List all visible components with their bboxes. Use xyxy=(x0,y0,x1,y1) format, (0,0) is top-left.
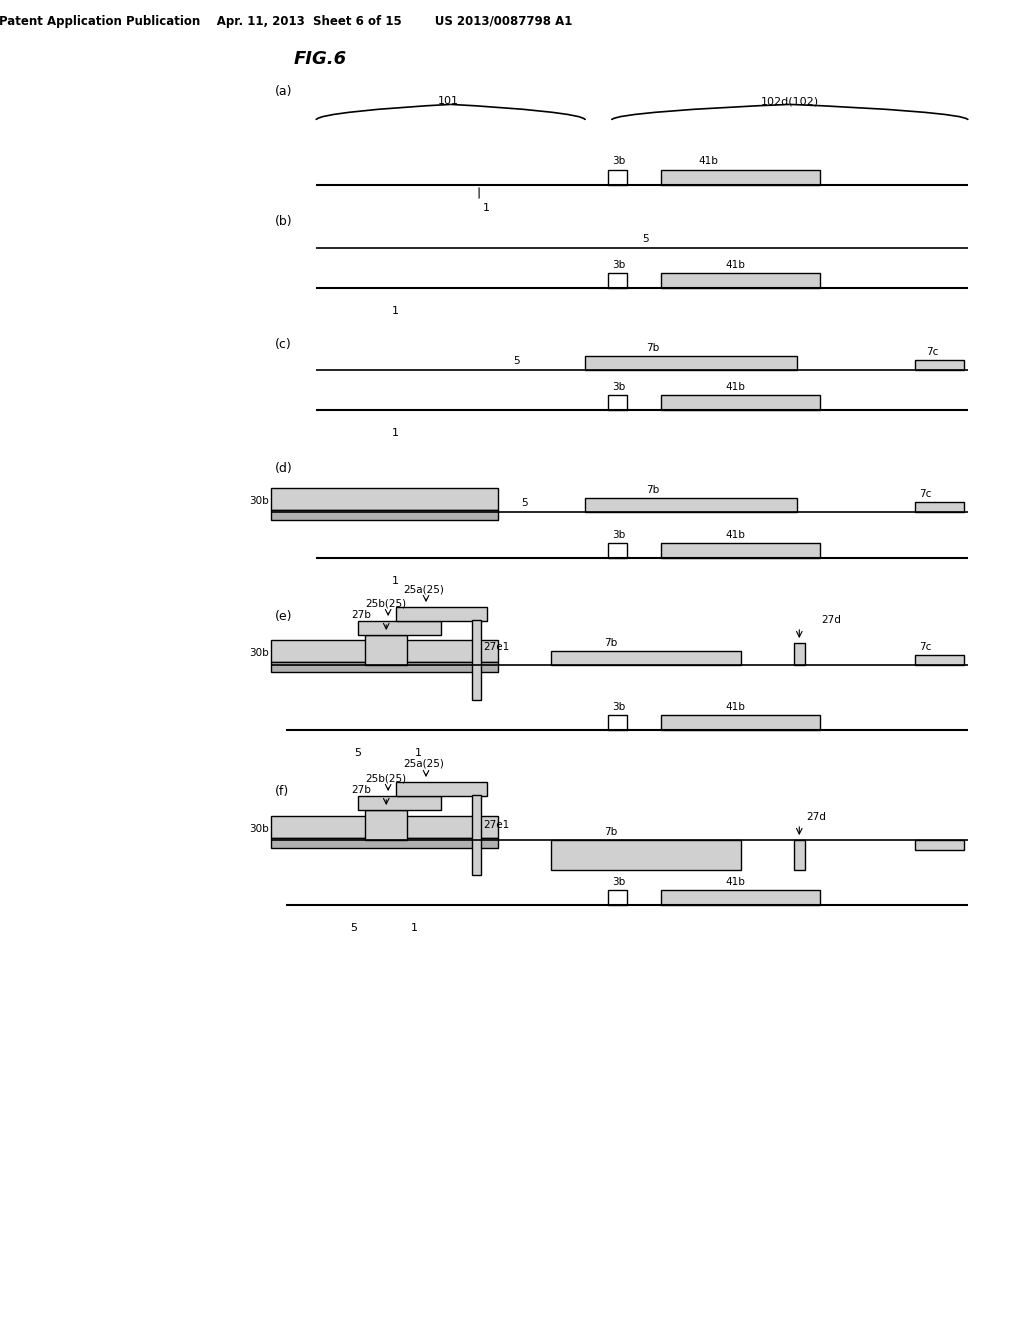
Text: 25b(25): 25b(25) xyxy=(366,774,407,783)
Bar xyxy=(660,890,820,906)
Text: (b): (b) xyxy=(274,215,292,228)
Text: 1: 1 xyxy=(411,923,418,933)
Text: 41b: 41b xyxy=(725,702,745,711)
Text: 3b: 3b xyxy=(611,531,625,540)
Text: 25a(25): 25a(25) xyxy=(403,759,444,770)
Text: 5: 5 xyxy=(350,923,357,933)
Text: 1: 1 xyxy=(415,748,422,758)
Bar xyxy=(551,840,740,870)
Bar xyxy=(608,543,627,558)
Text: 7b: 7b xyxy=(646,484,659,495)
Text: (e): (e) xyxy=(274,610,292,623)
Bar xyxy=(660,273,820,288)
Text: 3b: 3b xyxy=(611,156,625,166)
Bar xyxy=(270,838,498,847)
Text: 7b: 7b xyxy=(604,638,617,648)
Text: 7b: 7b xyxy=(604,828,617,837)
Bar xyxy=(914,360,965,370)
Bar xyxy=(471,620,480,700)
Text: 30b: 30b xyxy=(250,824,269,834)
Bar xyxy=(660,715,820,730)
Text: 1: 1 xyxy=(392,428,399,438)
Text: 1: 1 xyxy=(483,203,489,213)
Text: 41b: 41b xyxy=(698,156,719,166)
Text: 41b: 41b xyxy=(725,381,745,392)
Bar xyxy=(914,655,965,665)
Bar xyxy=(395,607,486,620)
Bar xyxy=(585,498,798,512)
Text: 27d: 27d xyxy=(807,812,826,822)
Text: 7b: 7b xyxy=(646,343,659,352)
Text: 5: 5 xyxy=(521,498,527,508)
Bar xyxy=(608,170,627,185)
Bar xyxy=(585,356,798,370)
Bar xyxy=(357,796,441,810)
Bar xyxy=(471,795,480,875)
Bar xyxy=(270,510,498,520)
Text: 5: 5 xyxy=(354,748,361,758)
Bar xyxy=(914,840,965,850)
Text: 30b: 30b xyxy=(250,496,269,506)
Bar xyxy=(270,640,498,663)
Text: 3b: 3b xyxy=(611,260,625,271)
Text: 3b: 3b xyxy=(611,702,625,711)
Text: 5: 5 xyxy=(642,234,648,244)
Bar xyxy=(366,810,408,840)
Text: 27b: 27b xyxy=(351,785,372,795)
Text: 3b: 3b xyxy=(611,381,625,392)
Text: (a): (a) xyxy=(274,84,292,98)
Bar xyxy=(660,543,820,558)
Text: 41b: 41b xyxy=(725,531,745,540)
Bar xyxy=(608,273,627,288)
Bar xyxy=(357,620,441,635)
Text: 7c: 7c xyxy=(919,642,931,652)
Bar xyxy=(366,635,408,665)
Text: 5: 5 xyxy=(513,356,520,366)
Text: 30b: 30b xyxy=(250,648,269,657)
Text: 101: 101 xyxy=(438,96,460,106)
Text: 25b(25): 25b(25) xyxy=(366,598,407,609)
Text: 1: 1 xyxy=(392,576,399,586)
Bar xyxy=(608,395,627,411)
Bar xyxy=(794,840,805,870)
Text: 1: 1 xyxy=(392,306,399,315)
Text: 27d: 27d xyxy=(821,615,842,624)
Bar xyxy=(270,488,498,510)
Bar xyxy=(660,170,820,185)
Bar xyxy=(660,395,820,411)
Bar xyxy=(608,715,627,730)
Bar xyxy=(270,663,498,672)
Text: 7c: 7c xyxy=(919,488,931,499)
Text: 41b: 41b xyxy=(725,260,745,271)
Text: 102d(102): 102d(102) xyxy=(761,96,819,106)
Text: Patent Application Publication    Apr. 11, 2013  Sheet 6 of 15        US 2013/00: Patent Application Publication Apr. 11, … xyxy=(0,15,572,28)
Bar xyxy=(608,890,627,906)
Text: 3b: 3b xyxy=(611,876,625,887)
Text: FIG.6: FIG.6 xyxy=(294,50,346,69)
Text: 25a(25): 25a(25) xyxy=(403,583,444,594)
Bar xyxy=(914,502,965,512)
Text: (f): (f) xyxy=(274,785,289,799)
Text: (d): (d) xyxy=(274,462,292,475)
Bar xyxy=(270,816,498,838)
Text: 7c: 7c xyxy=(927,347,939,356)
Bar xyxy=(395,781,486,796)
Text: 27e1: 27e1 xyxy=(483,820,509,830)
Text: 27b: 27b xyxy=(351,610,372,620)
Bar xyxy=(794,643,805,665)
Bar xyxy=(551,651,740,665)
Text: 41b: 41b xyxy=(725,876,745,887)
Text: 27e1: 27e1 xyxy=(483,642,509,652)
Text: (c): (c) xyxy=(274,338,291,351)
